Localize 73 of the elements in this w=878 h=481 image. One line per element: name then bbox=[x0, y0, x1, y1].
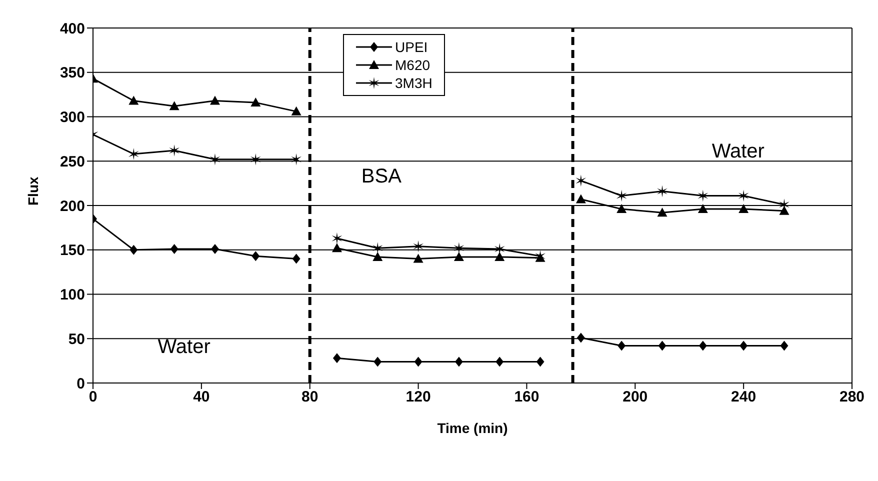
legend-label: M620 bbox=[395, 57, 430, 73]
annotation: BSA bbox=[361, 165, 402, 188]
point bbox=[413, 240, 424, 252]
point bbox=[170, 244, 178, 254]
x-tick-label: 0 bbox=[88, 388, 98, 406]
point bbox=[740, 340, 748, 351]
point bbox=[576, 332, 585, 343]
x-tick-label: 80 bbox=[302, 388, 318, 406]
y-tick-label: 300 bbox=[60, 109, 85, 126]
point bbox=[332, 353, 341, 364]
point bbox=[616, 204, 627, 214]
y-tick-label: 400 bbox=[60, 20, 85, 38]
point bbox=[576, 194, 586, 204]
point bbox=[252, 251, 260, 262]
point bbox=[698, 190, 708, 202]
y-tick-label: 200 bbox=[60, 198, 85, 215]
point bbox=[535, 250, 546, 262]
y-tick-label: 150 bbox=[60, 242, 85, 260]
y-axis-title: Flux bbox=[24, 176, 41, 206]
point bbox=[618, 340, 626, 351]
point bbox=[658, 340, 666, 351]
y-tick-label: 350 bbox=[60, 64, 85, 82]
point bbox=[292, 254, 300, 264]
point bbox=[738, 190, 749, 202]
point bbox=[291, 153, 302, 166]
y-tick-label: 0 bbox=[76, 375, 85, 392]
point bbox=[698, 340, 707, 351]
y-tick-label: 100 bbox=[60, 286, 85, 304]
point bbox=[616, 190, 627, 202]
point bbox=[128, 96, 139, 105]
y-tick-label: 250 bbox=[60, 153, 85, 170]
point bbox=[169, 144, 180, 156]
y-tick-label: 50 bbox=[68, 330, 85, 348]
x-tick-label: 160 bbox=[514, 388, 540, 406]
point bbox=[779, 206, 790, 215]
point bbox=[374, 356, 382, 367]
annotation: Water bbox=[712, 140, 765, 163]
point bbox=[128, 148, 139, 160]
point bbox=[414, 356, 422, 367]
point bbox=[536, 356, 544, 367]
point bbox=[413, 254, 424, 263]
point bbox=[169, 101, 180, 110]
x-axis-title: Time (min) bbox=[437, 420, 508, 436]
point bbox=[210, 153, 220, 166]
point bbox=[576, 174, 586, 187]
x-tick-label: 120 bbox=[406, 388, 431, 406]
legend-label: UPEI bbox=[395, 39, 428, 55]
point bbox=[372, 252, 383, 261]
point bbox=[494, 252, 505, 261]
x-tick-label: 40 bbox=[193, 388, 210, 406]
point bbox=[210, 96, 220, 105]
x-tick-label: 280 bbox=[839, 388, 865, 406]
point bbox=[698, 204, 708, 214]
point bbox=[454, 356, 463, 367]
x-tick-label: 200 bbox=[622, 388, 648, 406]
point bbox=[496, 356, 504, 367]
point bbox=[332, 243, 342, 252]
point bbox=[291, 106, 302, 116]
point bbox=[454, 242, 464, 254]
point bbox=[250, 153, 261, 166]
point bbox=[130, 244, 138, 255]
annotation: Water bbox=[158, 336, 211, 358]
point bbox=[372, 242, 383, 254]
x-tick-label: 240 bbox=[731, 388, 756, 406]
legend-label: 3M3H bbox=[395, 75, 432, 91]
point bbox=[780, 340, 788, 351]
point bbox=[332, 232, 342, 244]
point bbox=[657, 208, 668, 217]
point bbox=[250, 98, 261, 107]
point bbox=[454, 252, 464, 261]
point bbox=[210, 244, 219, 254]
point bbox=[738, 204, 749, 214]
point bbox=[657, 185, 668, 198]
